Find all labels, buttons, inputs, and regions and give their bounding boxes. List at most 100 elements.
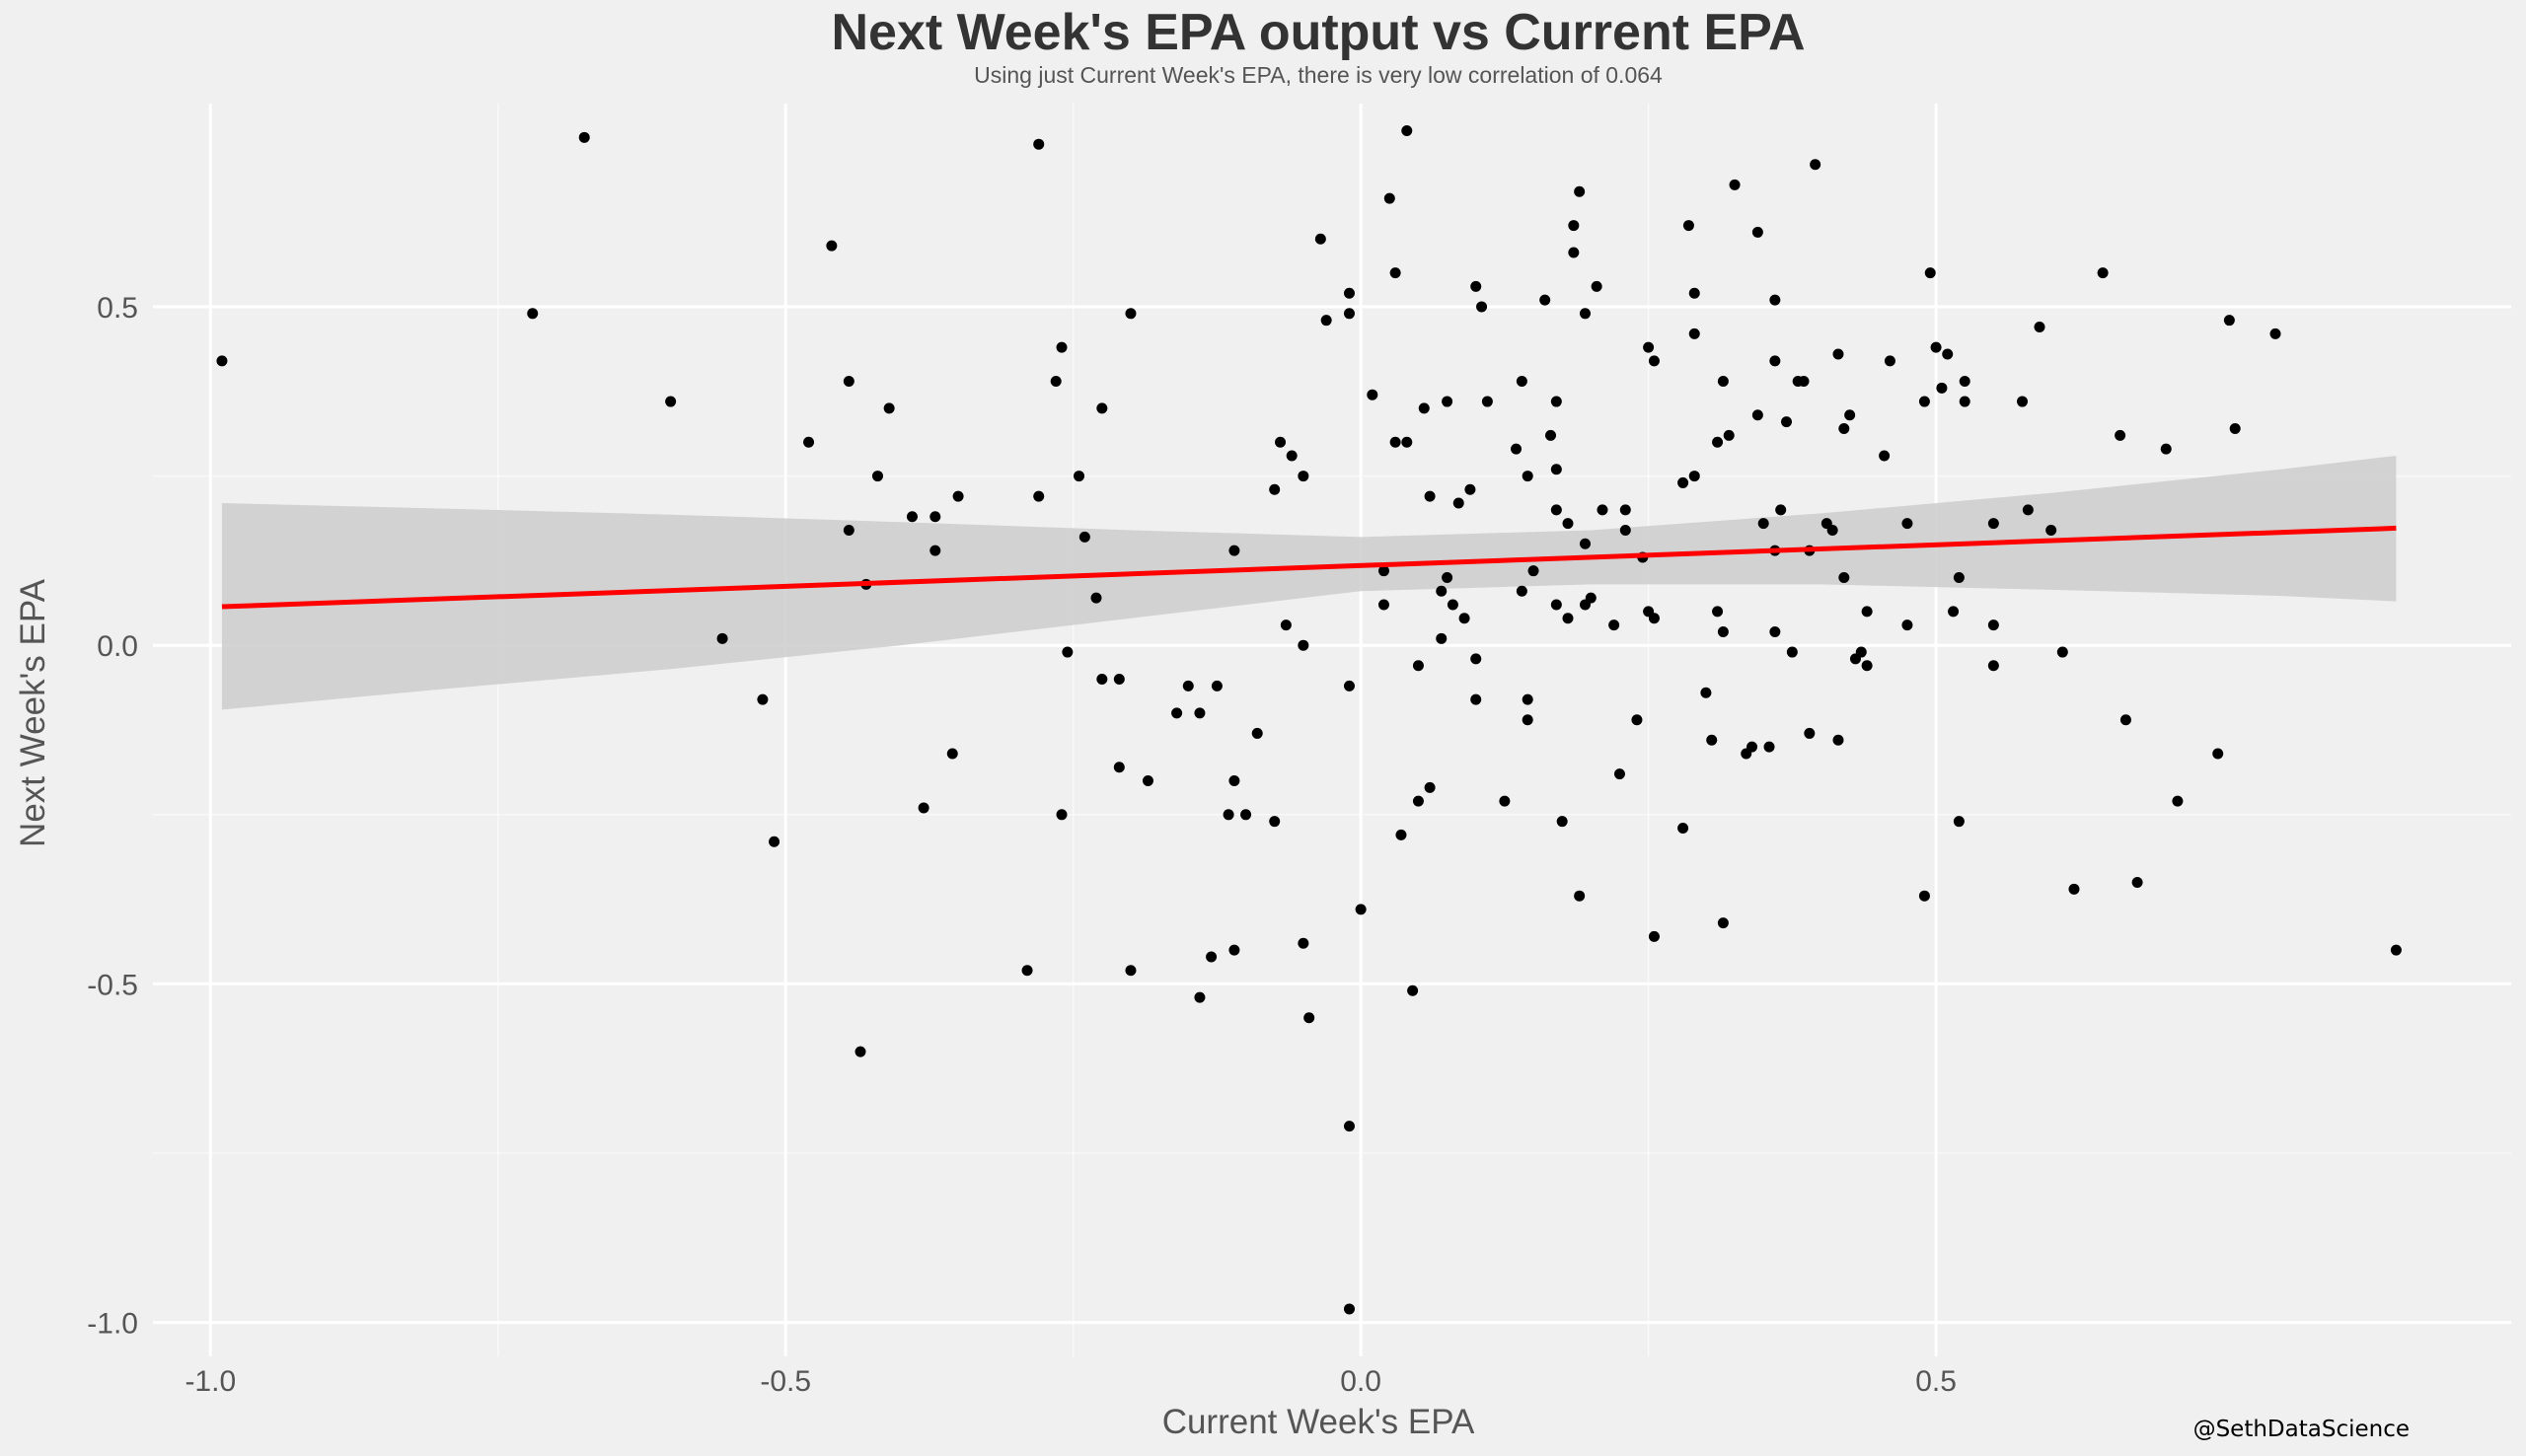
data-point [1579, 538, 1591, 549]
data-point [2131, 876, 2143, 888]
data-point [2390, 944, 2402, 956]
data-point [843, 375, 854, 387]
data-point [1648, 613, 1660, 624]
data-point [1832, 734, 1844, 746]
data-point [1343, 287, 1355, 299]
data-point [1074, 471, 1085, 482]
data-point [1401, 436, 1413, 448]
data-point [1078, 531, 1090, 543]
confidence-band [221, 455, 2397, 710]
data-point [1781, 416, 1793, 428]
data-point [854, 1046, 866, 1057]
x-tick-label: 0.5 [1915, 1365, 1957, 1398]
data-point [1751, 226, 1763, 238]
data-point [1550, 396, 1562, 407]
data-point [1769, 355, 1781, 367]
data-point [1343, 1121, 1355, 1132]
data-point [1648, 355, 1660, 367]
y-tick-labels: -1.0 -0.5 0.0 0.5 [87, 292, 138, 1341]
data-point [1717, 625, 1729, 637]
data-point [1568, 247, 1580, 258]
y-axis-title: Next Week's EPA [14, 578, 52, 847]
data-point [1539, 294, 1551, 306]
data-point [1648, 930, 1660, 942]
data-point [1550, 599, 1562, 611]
data-point [1056, 809, 1068, 821]
data-point [1056, 341, 1068, 353]
data-point [1550, 464, 1562, 475]
data-point [2115, 429, 2126, 441]
data-point [1545, 429, 1557, 441]
fit-line-layer [221, 525, 2397, 610]
data-point [1499, 795, 1511, 807]
data-point [1682, 220, 1694, 232]
data-point [1464, 483, 1476, 495]
x-tick-labels: -1.0 -0.5 0.0 0.5 [185, 1365, 1956, 1398]
data-point [1810, 159, 1821, 171]
data-point [929, 545, 941, 556]
data-point [1936, 382, 1948, 394]
data-point [1712, 436, 1724, 448]
data-point [2160, 443, 2172, 455]
data-point [826, 240, 838, 252]
data-point [1033, 490, 1045, 502]
data-point [1522, 714, 1533, 726]
data-point [1280, 619, 1292, 631]
data-point [1948, 606, 1960, 618]
x-gridlines [208, 104, 1938, 1356]
data-point [1751, 409, 1763, 421]
data-point [929, 511, 941, 523]
data-point [883, 402, 895, 414]
data-point [2212, 748, 2224, 760]
data-point [1746, 741, 1758, 753]
data-point [216, 355, 228, 367]
data-point [1942, 348, 1954, 360]
data-point [1470, 653, 1482, 665]
data-point [2223, 315, 2235, 327]
data-point [1861, 660, 1873, 672]
data-point [1096, 402, 1108, 414]
data-point [1442, 396, 1453, 407]
data-point [2022, 504, 2034, 516]
data-point [1275, 436, 1287, 448]
data-point [1688, 328, 1700, 339]
y-tick-label: 0.5 [97, 292, 138, 325]
data-point [1298, 937, 1309, 949]
data-point [1343, 308, 1355, 320]
data-point [803, 436, 815, 448]
data-point [1424, 490, 1436, 502]
data-point [1527, 565, 1539, 577]
data-point [1377, 565, 1389, 577]
data-point [1619, 504, 1631, 516]
data-point [1412, 795, 1424, 807]
data-point [1298, 471, 1309, 482]
data-point [1579, 308, 1591, 320]
data-point [1832, 348, 1844, 360]
data-point [1251, 727, 1263, 739]
data-point [1355, 904, 1367, 915]
data-point [1804, 727, 1816, 739]
data-point [1826, 524, 1838, 536]
data-point [1096, 674, 1108, 686]
data-point [1574, 890, 1586, 902]
y-tick-label: 0.0 [97, 630, 138, 663]
data-point [1959, 396, 1970, 407]
data-point [1884, 355, 1895, 367]
confidence-band-layer [221, 455, 2397, 710]
data-point [1568, 220, 1580, 232]
data-point [1643, 341, 1655, 353]
data-point [1194, 707, 1206, 719]
y-gridlines [153, 305, 2511, 1325]
fit-line [221, 525, 2397, 610]
data-point [1470, 280, 1482, 292]
data-point [1769, 625, 1781, 637]
data-point [1389, 436, 1401, 448]
data-point [1228, 774, 1240, 786]
data-point [1223, 809, 1234, 821]
data-point [2056, 646, 2068, 658]
data-point [2068, 883, 2080, 895]
data-point [1706, 734, 1718, 746]
data-point [578, 131, 590, 143]
x-axis-title: Current Week's EPA [1162, 1403, 1475, 1441]
